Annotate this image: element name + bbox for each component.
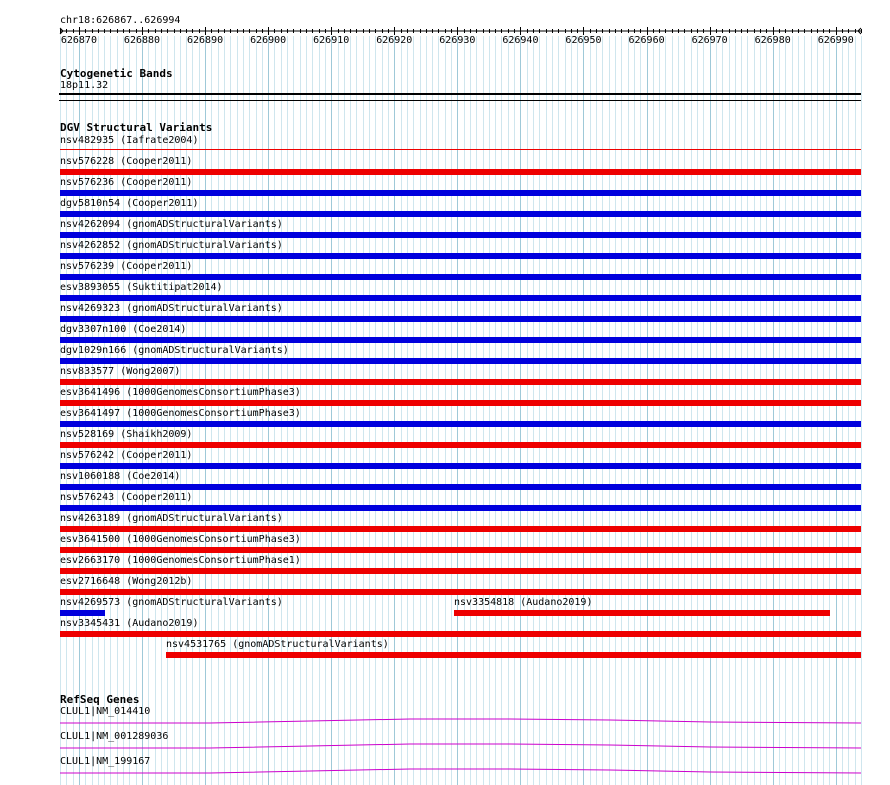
variant-bar[interactable] — [166, 652, 861, 658]
feature-label: CLUL1|NM_001289036 — [60, 731, 169, 742]
variant-bar[interactable] — [60, 295, 861, 301]
track-divider — [59, 100, 861, 101]
feature-label: nsv4262094 (gnomADStructuralVariants) — [60, 219, 283, 230]
ruler-tick-label: 626870 — [60, 35, 97, 46]
variant-bar[interactable] — [60, 316, 861, 322]
feature-label: nsv4263189 (gnomADStructuralVariants) — [60, 513, 283, 524]
feature-label: nsv576242 (Cooper2011) — [60, 450, 193, 461]
feature-label: nsv3345431 (Audano2019) — [60, 618, 199, 629]
variant-bar[interactable] — [60, 232, 861, 238]
feature-label: nsv576239 (Cooper2011) — [60, 261, 193, 272]
variant-bar[interactable] — [60, 149, 861, 150]
variant-bar[interactable] — [60, 484, 861, 490]
ruler-tick-label: 626890 — [187, 35, 224, 46]
variant-bar[interactable] — [60, 631, 861, 637]
variant-bar[interactable] — [60, 526, 861, 532]
feature-label: esv2663170 (1000GenomesConsortiumPhase1) — [60, 555, 301, 566]
feature-label: nsv4262852 (gnomADStructuralVariants) — [60, 240, 283, 251]
gene-line — [60, 768, 862, 774]
feature-label: dgv1029n166 (gnomADStructuralVariants) — [60, 345, 289, 356]
ruler-tick-label: 626940 — [502, 35, 539, 46]
feature-label: nsv576228 (Cooper2011) — [60, 156, 193, 167]
cytoband-bar[interactable] — [59, 93, 861, 95]
feature-label: CLUL1|NM_199167 — [60, 756, 151, 767]
feature-label: esv3641497 (1000GenomesConsortiumPhase3) — [60, 408, 301, 419]
feature-label: esv3893055 (Suktitipat2014) — [60, 282, 223, 293]
ruler-tick-label: 626980 — [754, 35, 791, 46]
feature-label: nsv4269573 (gnomADStructuralVariants) — [60, 597, 283, 608]
variant-bar[interactable] — [454, 610, 830, 616]
variant-bar[interactable] — [60, 547, 861, 553]
feature-label: nsv3354818 (Audano2019) — [454, 597, 593, 608]
variant-bar[interactable] — [60, 190, 861, 196]
variant-bar[interactable] — [60, 421, 861, 427]
ruler-tick-label: 626990 — [817, 35, 854, 46]
variant-bar[interactable] — [60, 169, 861, 175]
variant-bar[interactable] — [60, 400, 861, 406]
variant-bar[interactable] — [60, 337, 861, 343]
feature-label: nsv4269323 (gnomADStructuralVariants) — [60, 303, 283, 314]
feature-label: esv2716648 (Wong2012b) — [60, 576, 193, 587]
dgv-track-title: DGV Structural Variants — [60, 121, 213, 134]
ruler-tick-label: 626950 — [565, 35, 602, 46]
ruler-tick-label: 626900 — [250, 35, 287, 46]
variant-bar[interactable] — [60, 211, 861, 217]
ruler-tick-label: 626920 — [376, 35, 413, 46]
variant-bar[interactable] — [60, 463, 861, 469]
ruler-tick-label: 626880 — [123, 35, 161, 46]
feature-label: CLUL1|NM_014410 — [60, 706, 151, 717]
gene-model[interactable] — [0, 715, 890, 727]
feature-label: dgv5810n54 (Cooper2011) — [60, 198, 199, 209]
ruler-axis — [59, 27, 862, 35]
ruler-tick-label: 626910 — [313, 35, 350, 46]
ruler-tick-label: 626970 — [691, 35, 728, 46]
variant-bar[interactable] — [60, 568, 861, 574]
gene-line — [60, 718, 862, 724]
feature-label: nsv833577 (Wong2007) — [60, 366, 181, 377]
feature-label: nsv528169 (Shaikh2009) — [60, 429, 193, 440]
ruler-tick-label: 626930 — [439, 35, 476, 46]
variant-bar[interactable] — [60, 358, 861, 364]
cytoband-label: 18p11.32 — [60, 80, 109, 91]
feature-label: nsv576236 (Cooper2011) — [60, 177, 193, 188]
variant-bar[interactable] — [60, 274, 861, 280]
feature-label: esv3641496 (1000GenomesConsortiumPhase3) — [60, 387, 301, 398]
feature-label: nsv576243 (Cooper2011) — [60, 492, 193, 503]
region-label: chr18:626867..626994 — [60, 15, 181, 26]
cytoband-track-title: Cytogenetic Bands — [60, 67, 173, 80]
variant-bar[interactable] — [60, 442, 861, 448]
feature-label: nsv1060188 (Coe2014) — [60, 471, 181, 482]
gene-line — [60, 743, 862, 749]
variant-bar[interactable] — [60, 379, 861, 385]
feature-label: dgv3307n100 (Coe2014) — [60, 324, 187, 335]
ruler-tick-label: 626960 — [628, 35, 665, 46]
variant-bar[interactable] — [60, 610, 105, 616]
variant-bar[interactable] — [60, 589, 861, 595]
gene-model[interactable] — [0, 765, 890, 777]
feature-label: esv3641500 (1000GenomesConsortiumPhase3) — [60, 534, 301, 545]
feature-label: nsv4531765 (gnomADStructuralVariants) — [166, 639, 389, 650]
variant-bar[interactable] — [60, 253, 861, 259]
variant-bar[interactable] — [60, 505, 861, 511]
gene-model[interactable] — [0, 740, 890, 752]
feature-label: nsv482935 (Iafrate2004) — [60, 135, 199, 146]
refseq-track-title: RefSeq Genes — [60, 693, 140, 706]
